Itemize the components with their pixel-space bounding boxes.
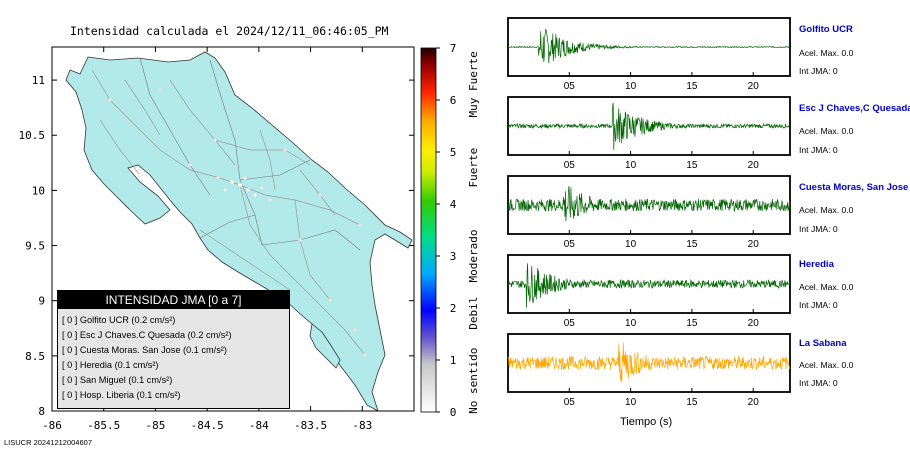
waveform-xtick-label: 15 [686,318,698,329]
map-xtick-label: -83 [352,419,372,432]
waveform-xtick-label: 10 [625,239,637,250]
map-title: Intensidad calculada el 2024/12/11_06:46… [70,24,389,38]
map-ytick-label: 10 [32,184,45,197]
waveform-xlabel: Tiempo (s) [620,416,673,428]
legend-title: INTENSIDAD JMA [0 a 7] [58,291,289,309]
intensity-legend: INTENSIDAD JMA [0 a 7] [ 0 ] Golfito UCR… [57,290,290,409]
map-ytick-label: 11 [32,74,45,87]
colorbar-tick-label: 0 [450,406,457,419]
map-ytick-label: 9.5 [25,240,45,253]
station-accel: Acel. Max. 0.0 [799,205,854,215]
waveform-trace [507,185,791,222]
colorbar-gradient [420,47,437,413]
waveform-trace [507,342,791,383]
waveform-panel: 05 10 15 20 [507,96,791,171]
waveform-xtick-label: 20 [748,397,760,408]
legend-row: [ 0 ] Golfito UCR (0.2 cm/s²) [62,315,176,325]
station-intensity: Int JMA: 0 [799,300,838,310]
colorbar-tick-label: 5 [450,146,457,159]
waveform-xtick-label: 15 [686,81,698,92]
station-accel: Acel. Max. 0.0 [799,126,854,136]
waveform-xtick-label: 10 [625,160,637,171]
legend-row: [ 0 ] San Miguel (0.1 cm/s²) [62,375,173,385]
waveform-xtick-label: 05 [564,81,576,92]
waveform-panel: 05 10 15 20 [507,333,791,408]
map-ytick-label: 8 [38,405,45,418]
colorbar-tick-label: 4 [450,198,457,211]
map-xtick-label: -85 [145,419,165,432]
station-name-cuesta-moras: Cuesta Moras, San Jose [799,182,909,193]
waveform-xtick-label: 20 [748,160,760,171]
station-intensity: Int JMA: 0 [799,66,838,76]
colorbar-level-label: Muy Fuerte [467,51,480,117]
waveform-xtick-label: 20 [748,318,760,329]
waveform-xtick-label: 05 [564,160,576,171]
map-xtick-label: -84 [249,419,269,432]
station-accel: Acel. Max. 0.0 [799,360,854,370]
station-name-heredia: Heredia [799,259,834,270]
map-ytick-label: 8.5 [25,350,45,363]
colorbar-level-label: No sentido [467,348,480,414]
map-ytick-label: 10.5 [19,129,46,142]
waveform-xtick-label: 10 [625,81,637,92]
waveform-trace [507,102,791,150]
legend-row: [ 0 ] Esc J Chaves.C Quesada (0.2 cm/s²) [62,330,232,340]
waveform-panel: 05 10 15 20 [507,17,791,92]
map-ytick-label: 9 [38,295,45,308]
waveform-xtick-label: 05 [564,397,576,408]
map-xtick-label: -85.5 [87,419,120,432]
road-network [91,69,366,356]
waveform-xtick-label: 15 [686,239,698,250]
colorbar-tick-label: 7 [450,42,457,55]
waveform-panel: 05 10 15 20 [507,254,791,329]
legend-row: [ 0 ] Hosp. Liberia (0.1 cm/s²) [62,390,181,400]
station-name-golfito: Golfito UCR [799,24,853,35]
colorbar-tick-label: 1 [450,354,457,367]
station-intensity: Int JMA: 0 [799,145,838,155]
waveform-panel: 05 10 15 20 [507,175,791,250]
waveform-xtick-label: 15 [686,160,698,171]
station-name-la-sabana: La Sabana [799,338,847,349]
waveform-xtick-label: 10 [625,397,637,408]
colorbar-tick-label: 2 [450,302,457,315]
legend-row: [ 0 ] Heredia (0.1 cm/s²) [62,360,159,370]
town-markers [108,88,367,357]
colorbar-level-label: Debil [467,297,480,330]
map-xtick-label: -84.5 [191,419,224,432]
waveform-xtick-label: 20 [748,81,760,92]
colorbar-tick-label: 6 [450,94,457,107]
station-accel: Acel. Max. 0.0 [799,282,854,292]
colorbar-tick-label: 3 [450,250,457,263]
waveform-xtick-label: 20 [748,239,760,250]
station-intensity: Int JMA: 0 [799,378,838,388]
waveform-xtick-label: 05 [564,239,576,250]
osa-peninsula [309,323,341,369]
station-name-chaves: Esc J Chaves,C Quesada [799,103,910,114]
map-frame [51,46,415,412]
station-accel: Acel. Max. 0.0 [799,48,854,58]
map-xtick-label: -86 [42,419,62,432]
waveform-trace [507,263,791,308]
colorbar-ticks: 0 1 2 3 4 5 6 7 No sentido Debil Moderado Fuerte Muy… [436,42,480,419]
map-xtick-label: -83.5 [294,419,327,432]
waveform-trace [507,29,791,64]
station-intensity: Int JMA: 0 [799,224,838,234]
legend-row: [ 0 ] Cuesta Moras. San Jose (0.1 cm/s²) [62,345,227,355]
intensity-colorbar: 0 1 2 3 4 5 6 7 No sentido Debil Moderado Fuerte Muy… [420,42,480,419]
colorbar-level-label: Fuerte [467,148,480,188]
waveform-frame [507,175,791,235]
colorbar-level-label: Moderado [467,230,480,283]
waveform-xtick-label: 05 [564,318,576,329]
credit-text: LISUCR 20241212004607 [4,438,92,447]
waveform-xtick-label: 15 [686,397,698,408]
waveform-xtick-label: 10 [625,318,637,329]
map-axes: -86 -85.5 -85 -84.5 -84 -83.5 -83 8 8.5 9 9.5 10 10.… [19,47,414,432]
province-borders [139,57,361,251]
waveform-panels: 05 10 15 20 05 10 15 20 05 10 15 20 05 10 15 20 05 10 15 20 [507,17,791,408]
